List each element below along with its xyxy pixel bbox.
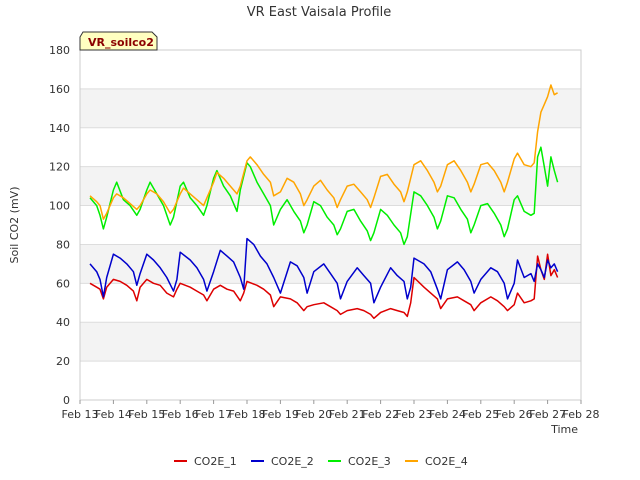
- legend-label: CO2E_3: [348, 455, 391, 468]
- series-line-co2e_1: [89, 253, 559, 320]
- series-line-co2e_4: [89, 84, 558, 220]
- legend: CO2E_1 CO2E_2 CO2E_3 CO2E_4: [174, 455, 468, 468]
- series-line-co2e_3: [89, 146, 559, 246]
- y-tick-label: 100: [49, 200, 70, 213]
- y-tick-label: 120: [49, 161, 70, 174]
- y-tick-label: 0: [63, 394, 70, 407]
- x-tick-label: Feb 13: [62, 408, 99, 421]
- plot-band: [80, 244, 581, 284]
- x-tick-label: Feb 19: [262, 408, 299, 421]
- plot-band: [80, 322, 581, 362]
- plot-band: [80, 166, 581, 206]
- x-axis-title: Time: [550, 423, 578, 436]
- x-tick-label: Feb 21: [329, 408, 366, 421]
- y-tick-label: 160: [49, 83, 70, 96]
- y-tick-label: 180: [49, 44, 70, 57]
- x-tick-label: Feb 18: [229, 408, 266, 421]
- x-tick-label: Feb 16: [162, 408, 199, 421]
- x-tick-label: Feb 14: [95, 408, 132, 421]
- x-tick-label: Feb 26: [496, 408, 533, 421]
- plot-bands: [80, 88, 581, 362]
- x-tick-label: Feb 15: [128, 408, 165, 421]
- chart-title: VR East Vaisala Profile: [247, 5, 392, 20]
- x-tick-label: Feb 23: [396, 408, 433, 421]
- y-tick-label: 20: [56, 355, 70, 368]
- x-tick-label: Feb 22: [362, 408, 399, 421]
- plot-frame: [79, 49, 582, 401]
- legend-label: CO2E_1: [194, 455, 237, 468]
- series-line-co2e_2: [89, 237, 559, 304]
- x-tick-label: Feb 17: [195, 408, 232, 421]
- legend-label: CO2E_4: [425, 455, 468, 468]
- x-tick-label: Feb 27: [529, 408, 566, 421]
- badge-label: VR_soilco2: [88, 36, 154, 49]
- plot-band: [80, 88, 581, 128]
- legend-label: CO2E_2: [271, 455, 314, 468]
- x-tick-label: Feb 25: [462, 408, 499, 421]
- y-tick-label: 40: [56, 316, 70, 329]
- series-badge: VR_soilco2: [79, 31, 158, 51]
- y-axis-title: Soil CO2 (mV): [8, 187, 21, 264]
- x-tick-label: Feb 20: [295, 408, 332, 421]
- y-tick-label: 60: [56, 277, 70, 290]
- y-axis: 0 20 40 60 80 100 120 140 160 180: [49, 44, 70, 407]
- y-tick-label: 80: [56, 238, 70, 251]
- y-tick-label: 140: [49, 122, 70, 135]
- x-tick-label: Feb 24: [429, 408, 466, 421]
- badge-box: [79, 31, 158, 51]
- series-lines: [89, 84, 559, 320]
- x-tick-label: Feb 28: [563, 408, 600, 421]
